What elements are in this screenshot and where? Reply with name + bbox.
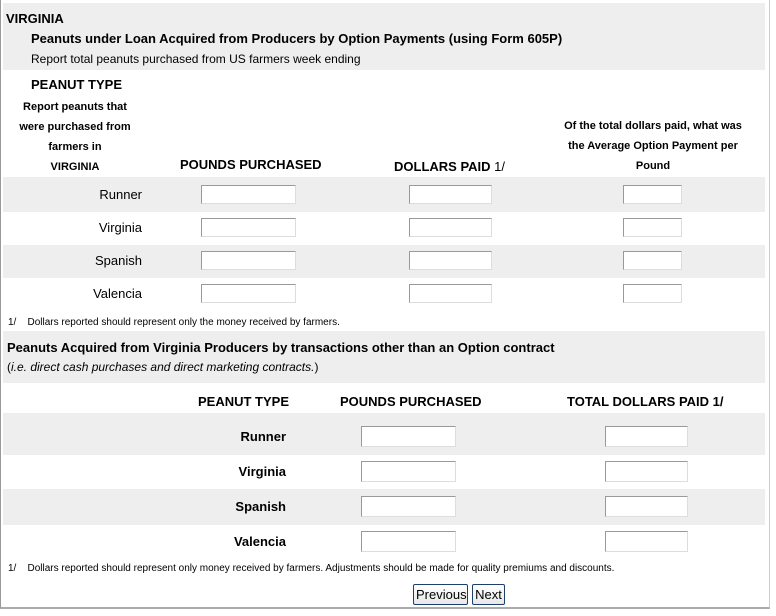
footnote-mark: 1/ (8, 563, 17, 574)
dollars-paid-input[interactable] (409, 218, 492, 237)
section2-subtitle: (i.e. direct cash purchases and direct m… (7, 360, 318, 374)
paren: ( (7, 360, 11, 374)
section1-subtitle: Report total peanuts purchased from US f… (31, 52, 361, 66)
header-band (3, 3, 765, 70)
col-average-option-payment: Of the total dollars paid, what was the … (548, 116, 758, 176)
header-line: Of the total dollars paid, what was (564, 120, 742, 132)
header-line: Pound (635, 160, 671, 172)
header-line: the Average Option Payment per (568, 140, 738, 152)
s2-pounds-purchased-input[interactable] (361, 426, 456, 447)
note-line: farmers in (48, 141, 102, 153)
subtitle-italic: i.e. direct cash purchases and direct ma… (11, 360, 315, 374)
s2-col-total-dollars: TOTAL DOLLARS PAID 1/ (567, 394, 724, 409)
s2-col-peanut-type: PEANUT TYPE (198, 394, 290, 409)
note-line: Report peanuts that (23, 101, 127, 113)
section1-title: Peanuts under Loan Acquired from Produce… (31, 31, 563, 46)
next-button[interactable]: Next (472, 584, 505, 605)
s2-pounds-purchased-input[interactable] (361, 496, 456, 517)
average-option-payment-input[interactable] (623, 218, 682, 237)
section2-header-band (3, 331, 765, 383)
s2-total-dollars-input[interactable] (605, 496, 688, 517)
row-label-spanish: Spanish (95, 253, 142, 268)
note-line: VIRGINIA (50, 161, 100, 173)
col-dollars-paid: DOLLARS PAID 1/ (394, 159, 505, 174)
footnote-ref: 1/ (494, 159, 506, 174)
pounds-purchased-input[interactable] (201, 185, 296, 204)
average-option-payment-input[interactable] (623, 185, 682, 204)
row-label-virginia: Virginia (98, 220, 142, 235)
state-heading: VIRGINIA (6, 11, 64, 26)
s2-pounds-purchased-input[interactable] (361, 531, 456, 552)
s2-row-label-valencia: Valencia (233, 534, 286, 549)
section2-title: Peanuts Acquired from Virginia Producers… (7, 340, 555, 355)
s2-row-label-runner: Runner (240, 429, 287, 444)
average-option-payment-input[interactable] (623, 284, 682, 303)
pounds-purchased-input[interactable] (201, 284, 296, 303)
col-dollars-label: DOLLARS PAID (394, 159, 491, 174)
note-line: were purchased from (19, 121, 131, 133)
footnote-text: Dollars reported should represent only t… (27, 317, 340, 328)
s2-row-label-spanish: Spanish (235, 499, 286, 514)
s2-col-pounds-purchased: POUNDS PURCHASED (340, 394, 482, 409)
col-pounds-purchased: POUNDS PURCHASED (180, 157, 322, 172)
section1-footnote: 1/ Dollars reported should represent onl… (8, 317, 340, 328)
paren: ) (314, 360, 319, 374)
dollars-paid-input[interactable] (409, 284, 492, 303)
s2-pounds-purchased-input[interactable] (361, 461, 456, 482)
pounds-purchased-input[interactable] (201, 218, 296, 237)
col-peanut-type-note: Report peanuts that were purchased from … (4, 97, 146, 177)
average-option-payment-input[interactable] (623, 251, 682, 270)
footnote-mark: 1/ (8, 317, 17, 328)
footnote-text: Dollars reported should represent only m… (27, 563, 615, 574)
row-label-runner: Runner (99, 187, 142, 202)
col-peanut-type: PEANUT TYPE (31, 77, 123, 92)
previous-button[interactable]: Previous (413, 584, 468, 605)
section2-footnote: 1/ Dollars reported should represent onl… (8, 563, 614, 574)
s2-total-dollars-input[interactable] (605, 461, 688, 482)
row-label-valencia: Valencia (93, 286, 142, 301)
s2-total-dollars-input[interactable] (605, 426, 688, 447)
s2-total-dollars-input[interactable] (605, 531, 688, 552)
dollars-paid-input[interactable] (409, 251, 492, 270)
dollars-paid-input[interactable] (409, 185, 492, 204)
pounds-purchased-input[interactable] (201, 251, 296, 270)
s2-row-label-virginia: Virginia (238, 464, 286, 479)
